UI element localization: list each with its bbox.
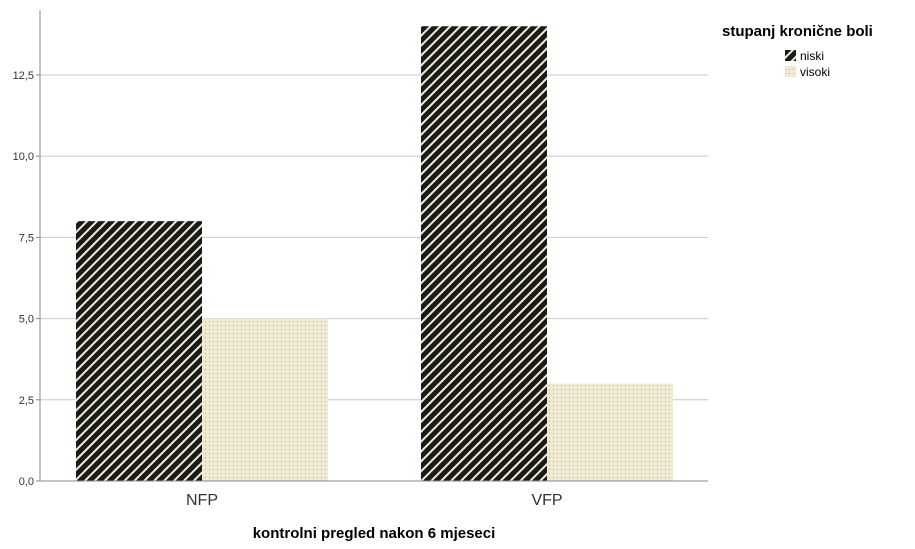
x-axis-title: kontrolni pregled nakon 6 mjeseci xyxy=(253,525,496,542)
y-tick-label: 12,5 xyxy=(13,70,34,82)
y-tick-label: 2,5 xyxy=(19,395,34,407)
legend-swatch-visoki xyxy=(785,66,796,77)
y-tick-label: 10,0 xyxy=(13,151,34,163)
legend: stupanj kronične boli niski visoki xyxy=(722,23,873,79)
x-category-label: NFP xyxy=(186,492,218,509)
y-tick-label: 0,0 xyxy=(19,476,34,488)
y-tick-label: 5,0 xyxy=(19,314,34,326)
bar-vfp-visoki xyxy=(547,383,673,481)
bar-nfp-visoki xyxy=(202,318,328,481)
bars xyxy=(76,26,673,481)
bar-vfp-niski xyxy=(421,26,547,481)
legend-title: stupanj kronične boli xyxy=(722,23,873,40)
legend-swatch-niski xyxy=(785,50,796,61)
x-category-label: VFP xyxy=(531,492,562,509)
legend-label-visoki: visoki xyxy=(800,65,830,79)
legend-label-niski: niski xyxy=(800,49,824,63)
bar-nfp-niski xyxy=(76,221,202,481)
y-axis: 0,0 2,5 5,0 7,5 10,0 12,5 xyxy=(13,10,41,488)
x-axis: NFP VFP xyxy=(40,480,708,509)
y-tick-label: 7,5 xyxy=(19,232,34,244)
